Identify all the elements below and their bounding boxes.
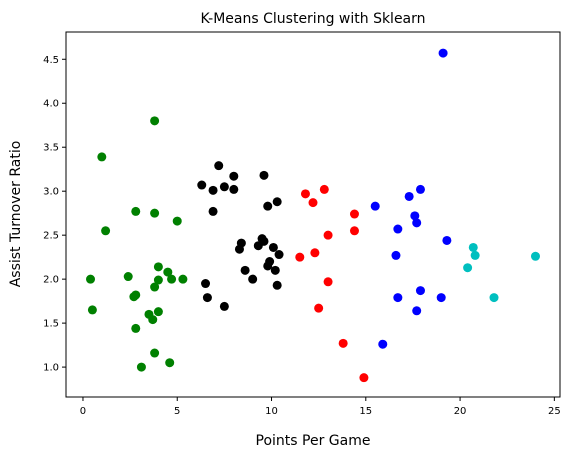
data-point: [463, 263, 473, 273]
data-point: [208, 185, 218, 195]
data-point: [412, 306, 422, 316]
data-point: [197, 180, 207, 190]
data-point: [268, 242, 278, 252]
data-point: [253, 241, 263, 251]
data-point: [131, 206, 141, 216]
data-point: [270, 265, 280, 275]
x-tick-label: 0: [80, 406, 86, 417]
data-point: [412, 218, 422, 228]
data-point: [359, 373, 369, 383]
x-tick-label: 15: [359, 406, 372, 417]
plot-area: [86, 48, 540, 383]
data-point: [323, 230, 333, 240]
data-point: [310, 248, 320, 258]
data-point: [219, 301, 229, 311]
data-point: [308, 198, 318, 208]
data-point: [97, 152, 107, 162]
data-point: [172, 216, 182, 226]
data-point: [229, 171, 239, 181]
data-point: [263, 261, 273, 271]
x-tick-label: 5: [174, 406, 180, 417]
data-point: [248, 274, 258, 284]
data-point: [131, 323, 141, 333]
data-point: [229, 184, 239, 194]
data-point: [393, 293, 403, 303]
data-point: [410, 211, 420, 221]
data-point: [338, 338, 348, 348]
axes-frame: [65, 31, 561, 398]
data-point: [470, 250, 480, 260]
data-point: [349, 226, 359, 236]
data-point: [349, 209, 359, 219]
data-point: [442, 235, 452, 245]
data-point: [214, 161, 224, 171]
data-point: [300, 189, 310, 199]
data-point: [136, 362, 146, 372]
data-point: [272, 197, 282, 207]
data-point: [167, 274, 177, 284]
data-point: [150, 208, 160, 218]
chart-title: K-Means Clustering with Sklearn: [200, 11, 425, 27]
data-point: [201, 279, 211, 289]
data-point: [150, 116, 160, 126]
axes: 0 5 10 15 20 25 1.0 1.5 2.0 2.5 3.0 3.5 4.0 4.5: [43, 55, 561, 417]
data-point: [404, 191, 414, 201]
x-tick-label: 25: [548, 406, 561, 417]
data-point: [378, 339, 388, 349]
y-tick-label: 4.0: [43, 99, 59, 110]
data-point: [131, 290, 141, 300]
data-point: [370, 201, 380, 211]
data-point: [415, 184, 425, 194]
data-point: [240, 265, 250, 275]
data-point: [530, 251, 540, 261]
data-point: [468, 242, 478, 252]
data-point: [319, 184, 329, 194]
data-point: [391, 250, 401, 260]
data-point: [123, 272, 133, 282]
y-axis-title: Assist Turnover Ratio: [8, 141, 24, 288]
y-tick-label: 3.0: [43, 187, 59, 198]
x-tick-label: 20: [454, 406, 467, 417]
data-point: [153, 307, 163, 317]
data-point: [178, 274, 188, 284]
data-point: [150, 282, 160, 292]
y-tick-label: 3.5: [43, 143, 59, 154]
data-point: [259, 170, 269, 180]
data-point: [489, 293, 499, 303]
y-tick-label: 1.0: [43, 363, 59, 374]
y-tick-label: 2.5: [43, 231, 59, 242]
data-point: [208, 206, 218, 216]
data-point: [295, 252, 305, 262]
y-tick-label: 2.0: [43, 275, 59, 286]
data-point: [314, 303, 324, 313]
data-point: [274, 250, 284, 260]
data-point: [393, 224, 403, 234]
data-point: [163, 267, 173, 277]
data-point: [150, 348, 160, 358]
data-point: [87, 305, 97, 315]
data-point: [272, 280, 282, 290]
x-tick-label: 10: [265, 406, 278, 417]
data-point: [165, 358, 175, 368]
y-tick-label: 4.5: [43, 55, 59, 66]
data-point: [153, 275, 163, 285]
data-point: [323, 277, 333, 287]
data-point: [86, 274, 96, 284]
data-point: [263, 201, 273, 211]
data-point: [438, 48, 448, 58]
data-point: [219, 182, 229, 192]
data-point: [101, 226, 111, 236]
y-tick-label: 1.5: [43, 319, 59, 330]
x-axis-title: Points Per Game: [256, 433, 371, 449]
data-point: [202, 293, 212, 303]
data-point: [153, 262, 163, 272]
data-point: [415, 286, 425, 296]
data-point: [234, 244, 244, 254]
data-point: [148, 315, 158, 325]
data-point: [436, 293, 446, 303]
